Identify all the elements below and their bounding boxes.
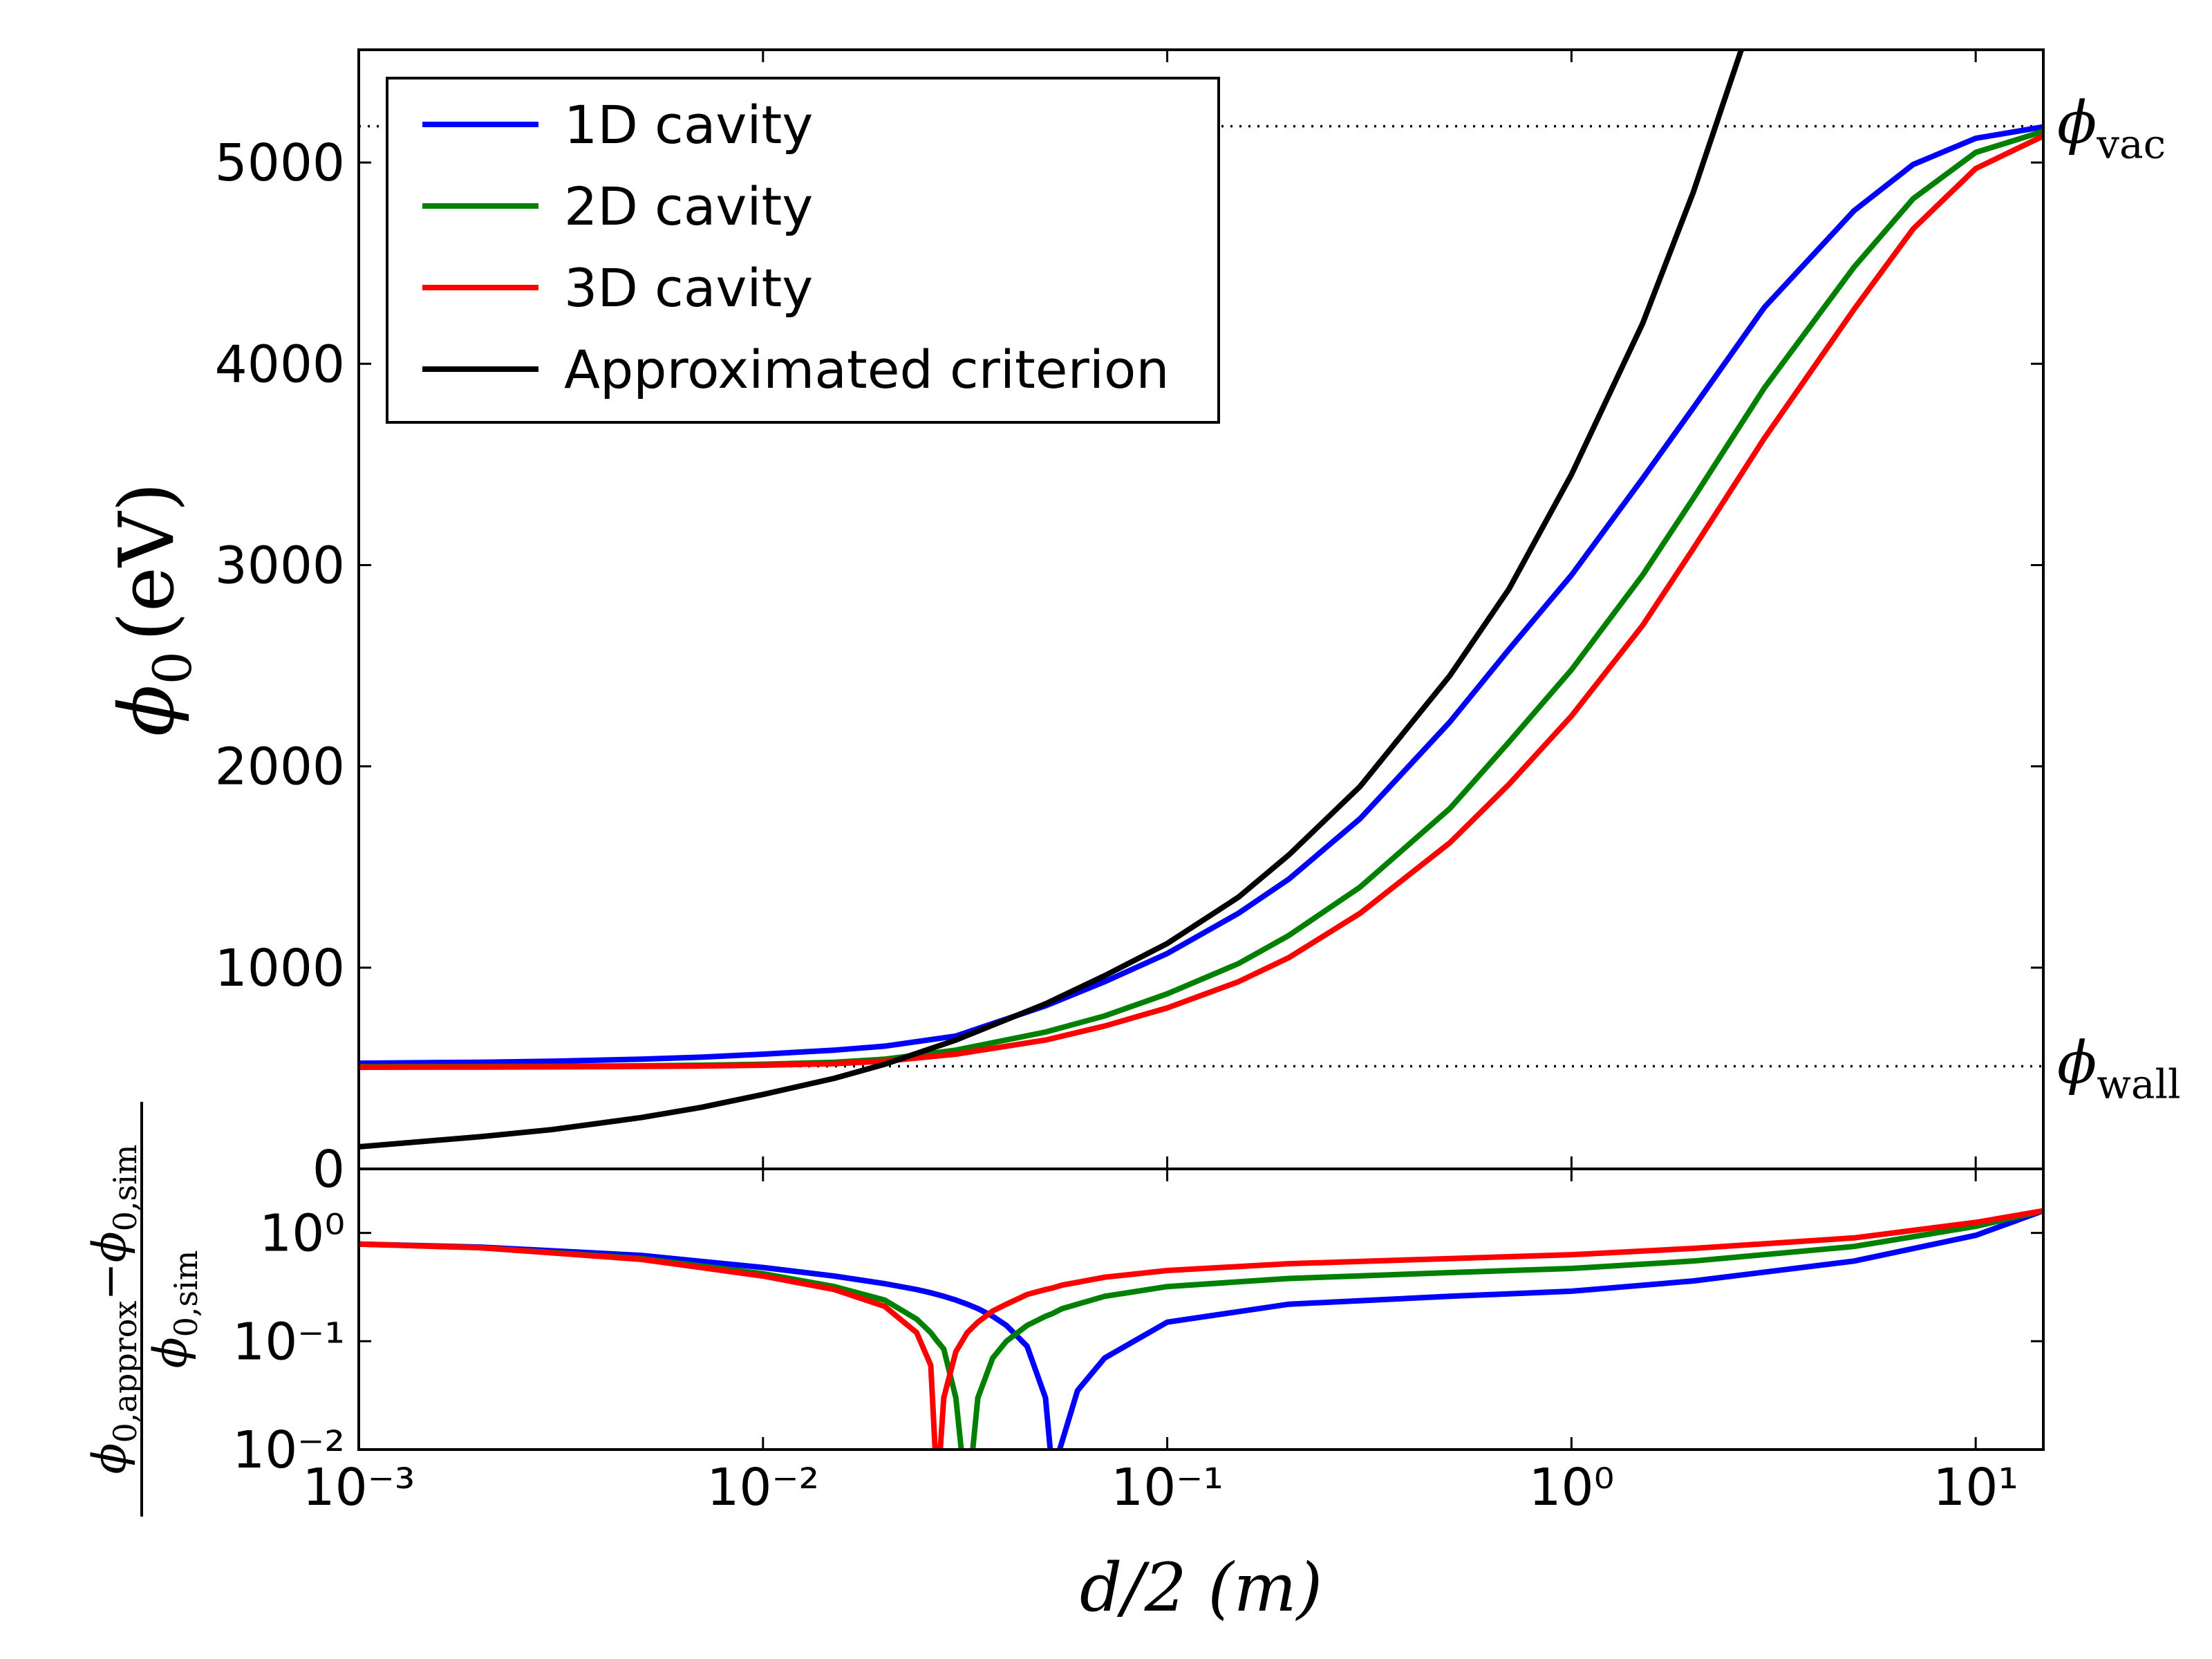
symbol: ϕ: [144, 1337, 197, 1368]
y-axis-subscript: 0: [142, 651, 203, 684]
reference-symbol: ϕ: [2057, 89, 2097, 157]
y-tick-label: 10⁻¹: [232, 1312, 345, 1371]
y-axis-label-numerator: ϕ0,approx−ϕ0,sim: [83, 1145, 144, 1474]
symbol: ϕ: [83, 1443, 136, 1474]
series-line: [359, 1208, 2043, 1450]
x-tick-label: 10⁻¹: [1111, 1458, 1224, 1517]
series-line: [359, 124, 2043, 1067]
axes-frame: [357, 1168, 2045, 1451]
x-tick-label: 10⁻²: [706, 1458, 819, 1517]
y-tick-label: 3000: [215, 536, 345, 595]
series-line: [359, 50, 1745, 1150]
y-tick-label: 10⁰: [259, 1204, 345, 1264]
y-axis-symbol: ϕ: [102, 684, 191, 736]
reference-subscript: vac: [2096, 121, 2166, 168]
y-tick-label: 10⁻²: [232, 1421, 345, 1480]
reference-symbol: ϕ: [2057, 1029, 2097, 1096]
reference-subscript: wall: [2097, 1060, 2180, 1107]
x-tick-label: 10⁻³: [303, 1458, 415, 1517]
subscript: 0,approx: [106, 1301, 144, 1443]
y-tick-label: 2000: [215, 738, 345, 797]
legend-label: 1D cavity: [564, 94, 813, 156]
symbol: −ϕ: [83, 1231, 136, 1300]
reference-label: ϕvac: [2057, 89, 2166, 168]
y-tick-label: 5000: [215, 133, 345, 193]
series-line: [359, 1208, 2043, 1450]
y-tick-label: 0: [312, 1140, 345, 1199]
y-axis-unit: (eV): [102, 482, 191, 641]
legend-label: 2D cavity: [564, 176, 813, 237]
y-axis-label-denominator: ϕ0,sim: [144, 1250, 205, 1369]
reference-label: ϕwall: [2057, 1029, 2181, 1107]
series-line: [359, 1208, 2043, 1450]
plot-area: [359, 1208, 2043, 1450]
y-tick-label: 4000: [215, 335, 345, 394]
x-tick-label: 10⁰: [1528, 1458, 1614, 1517]
x-axis-label: d/2 (m): [1080, 1549, 1322, 1627]
series-line: [359, 133, 2043, 1070]
x-tick-label: 10¹: [1933, 1458, 2018, 1517]
y-tick-label: 1000: [215, 939, 345, 998]
y-axis-label: ϕ0 (eV): [102, 482, 203, 737]
subscript: 0,sim: [167, 1250, 205, 1338]
plot-area: [359, 50, 2043, 1150]
legend-box: [386, 77, 1220, 424]
legend-label: Approximated criterion: [564, 339, 1170, 400]
subscript: 0,sim: [106, 1145, 144, 1232]
legend-label: 3D cavity: [564, 257, 813, 319]
